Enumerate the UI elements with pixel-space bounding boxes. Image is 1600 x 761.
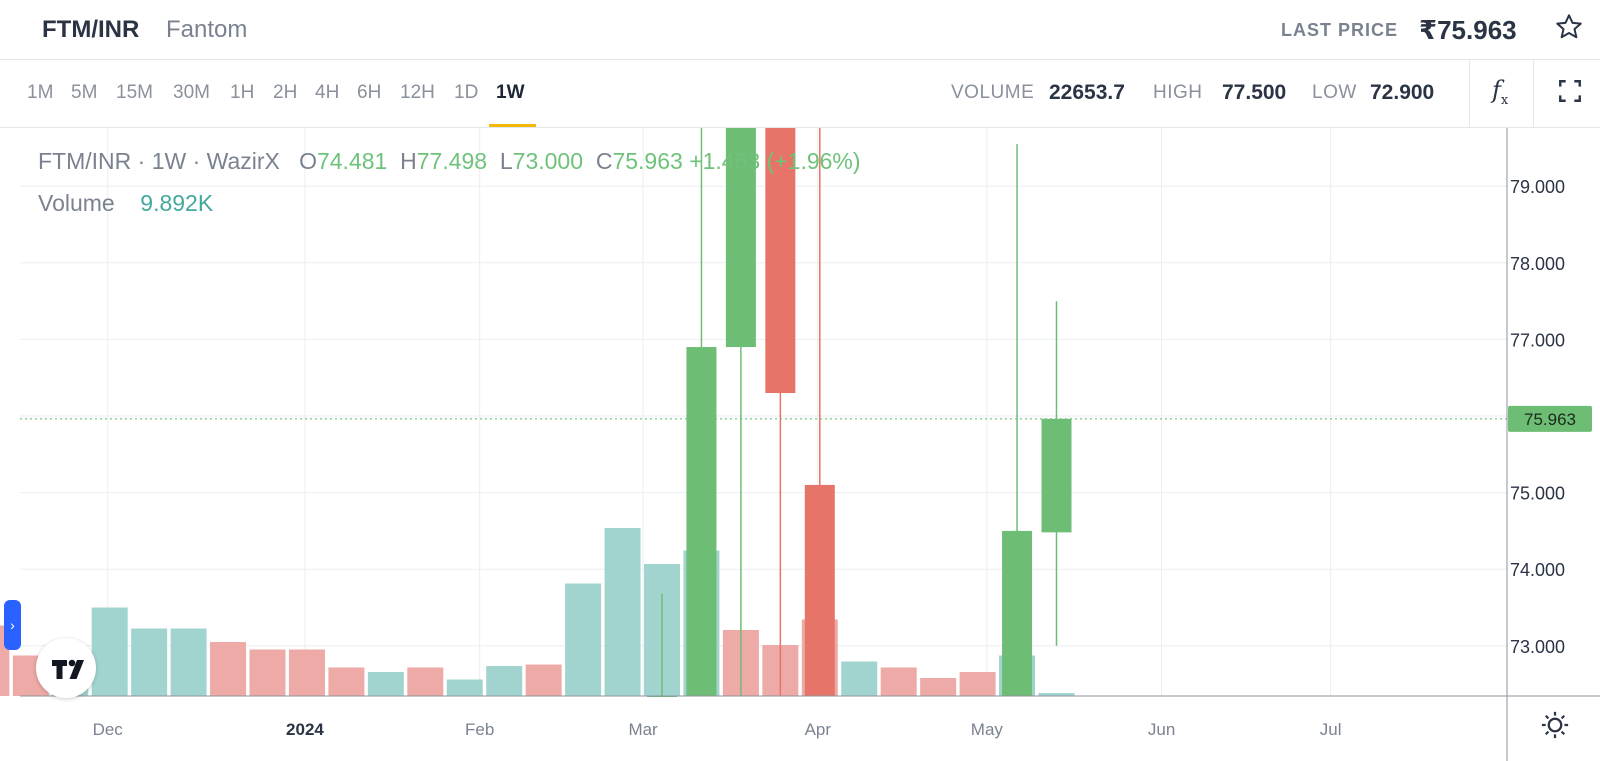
price-chart[interactable]: 79.00078.00077.00076.00075.00074.00073.0… [0,128,1600,761]
timeframe-1m[interactable]: 1M [27,82,54,103]
volume-value: 22653.7 [1049,81,1125,104]
pair-title: FTM/INR [42,16,140,43]
star-icon[interactable] [1554,12,1584,42]
last-price-value: ₹75.963 [1419,15,1517,45]
legend-high-label: H [400,148,417,174]
function-icon[interactable]: fx [1492,76,1509,108]
x-tick-label: Jun [1148,720,1175,739]
volume-bar [525,664,562,696]
volume-bar [959,672,996,696]
x-tick-label: Dec [93,720,124,739]
x-tick-label: May [971,720,1004,739]
volume-bar [880,667,917,696]
low-value: 72.900 [1370,81,1435,104]
fullscreen-icon[interactable] [1557,78,1583,104]
y-tick-label: 78.000 [1510,254,1565,274]
volume-bar [446,679,483,696]
y-tick-label: 77.000 [1510,330,1565,350]
ohlc-legend: FTM/INR · 1W · WazirX O74.481 H77.498 L7… [38,148,861,175]
pair-name: Fantom [166,16,248,43]
y-tick-label: 74.000 [1510,560,1565,580]
chart-area[interactable]: 79.00078.00077.00076.00075.00074.00073.0… [0,128,1600,761]
x-tick-label: Feb [465,720,494,739]
timeframe-1w[interactable]: 1W [496,82,525,103]
candle-body [1041,418,1072,533]
high-label: HIGH [1153,82,1203,103]
timeframe-1h[interactable]: 1H [230,82,255,103]
y-tick-label: 73.000 [1510,637,1565,657]
timeframe-2h[interactable]: 2H [273,82,298,103]
volume-bar [288,649,325,696]
legend-low-label: L [499,148,513,174]
candle-body [686,347,717,696]
legend-low: 73.000 [512,148,584,174]
legend-close-label: C [595,148,613,174]
x-tick-label: Apr [805,720,832,739]
chart-toolbar: 1M 5M 15M 30M 1H 2H 4H 6H 12H 1D 1W VOLU… [0,60,1600,128]
current-price-tag [1508,405,1592,432]
volume-bar [486,666,523,696]
last-price-label: LAST PRICE [1281,20,1399,40]
candle-body [765,128,796,394]
volume-bar [328,667,365,696]
low-label: LOW [1312,82,1357,103]
toolbar-divider [1533,60,1534,128]
volume-bar [367,672,404,696]
timeframe-4h[interactable]: 4H [315,82,340,103]
x-tick-label: 2024 [286,720,324,739]
volume-bar [407,667,444,696]
candle-body [725,128,756,348]
legend-change: +1.463 [689,148,761,174]
volume-bar [841,661,878,696]
volume-bar [131,628,168,696]
volume-legend: Volume 9.892K [38,190,213,217]
legend-volume-label: Volume [38,190,115,216]
candle-body [1002,530,1033,696]
expand-panel-button[interactable]: › [4,600,21,650]
tradingview-logo-icon [52,659,84,679]
y-tick-label: 79.000 [1510,177,1565,197]
legend-open-label: O [299,148,317,174]
candle-body [804,484,835,696]
settings-icon[interactable] [1540,710,1570,740]
timeframe-12h[interactable]: 12H [400,82,435,103]
volume-label: VOLUME [951,82,1035,103]
legend-change-pct: (+1.96%) [766,148,861,174]
active-timeframe-indicator [489,124,536,127]
legend-symbol: FTM/INR · 1W · WazirX [38,148,280,174]
x-tick-label: Jul [1320,720,1342,739]
x-tick-label: Mar [628,720,658,739]
toolbar-divider [1469,60,1470,128]
volume-bar [920,678,957,696]
volume-bar [91,607,128,696]
timeframe-6h[interactable]: 6H [357,82,382,103]
market-header: FTM/INR Fantom LAST PRICE ₹75.963 [0,0,1600,60]
volume-bar [1038,693,1075,696]
volume-bar [210,642,247,696]
legend-open: 74.481 [316,148,388,174]
timeframe-15m[interactable]: 15M [116,82,153,103]
volume-bar [604,528,641,696]
legend-volume-value: 9.892K [140,190,214,216]
legend-high: 77.498 [416,148,488,174]
high-value: 77.500 [1222,81,1287,104]
timeframe-1d[interactable]: 1D [454,82,479,103]
timeframe-5m[interactable]: 5M [71,82,98,103]
volume-bar [0,625,10,696]
tradingview-logo[interactable] [36,638,96,698]
y-tick-label: 75.000 [1510,484,1565,504]
volume-bar [565,583,602,696]
volume-bar [170,628,207,696]
current-price-label: 75.963 [1524,410,1576,429]
legend-close: 75.963 [612,148,683,174]
timeframe-30m[interactable]: 30M [173,82,210,103]
volume-bar [249,649,286,696]
